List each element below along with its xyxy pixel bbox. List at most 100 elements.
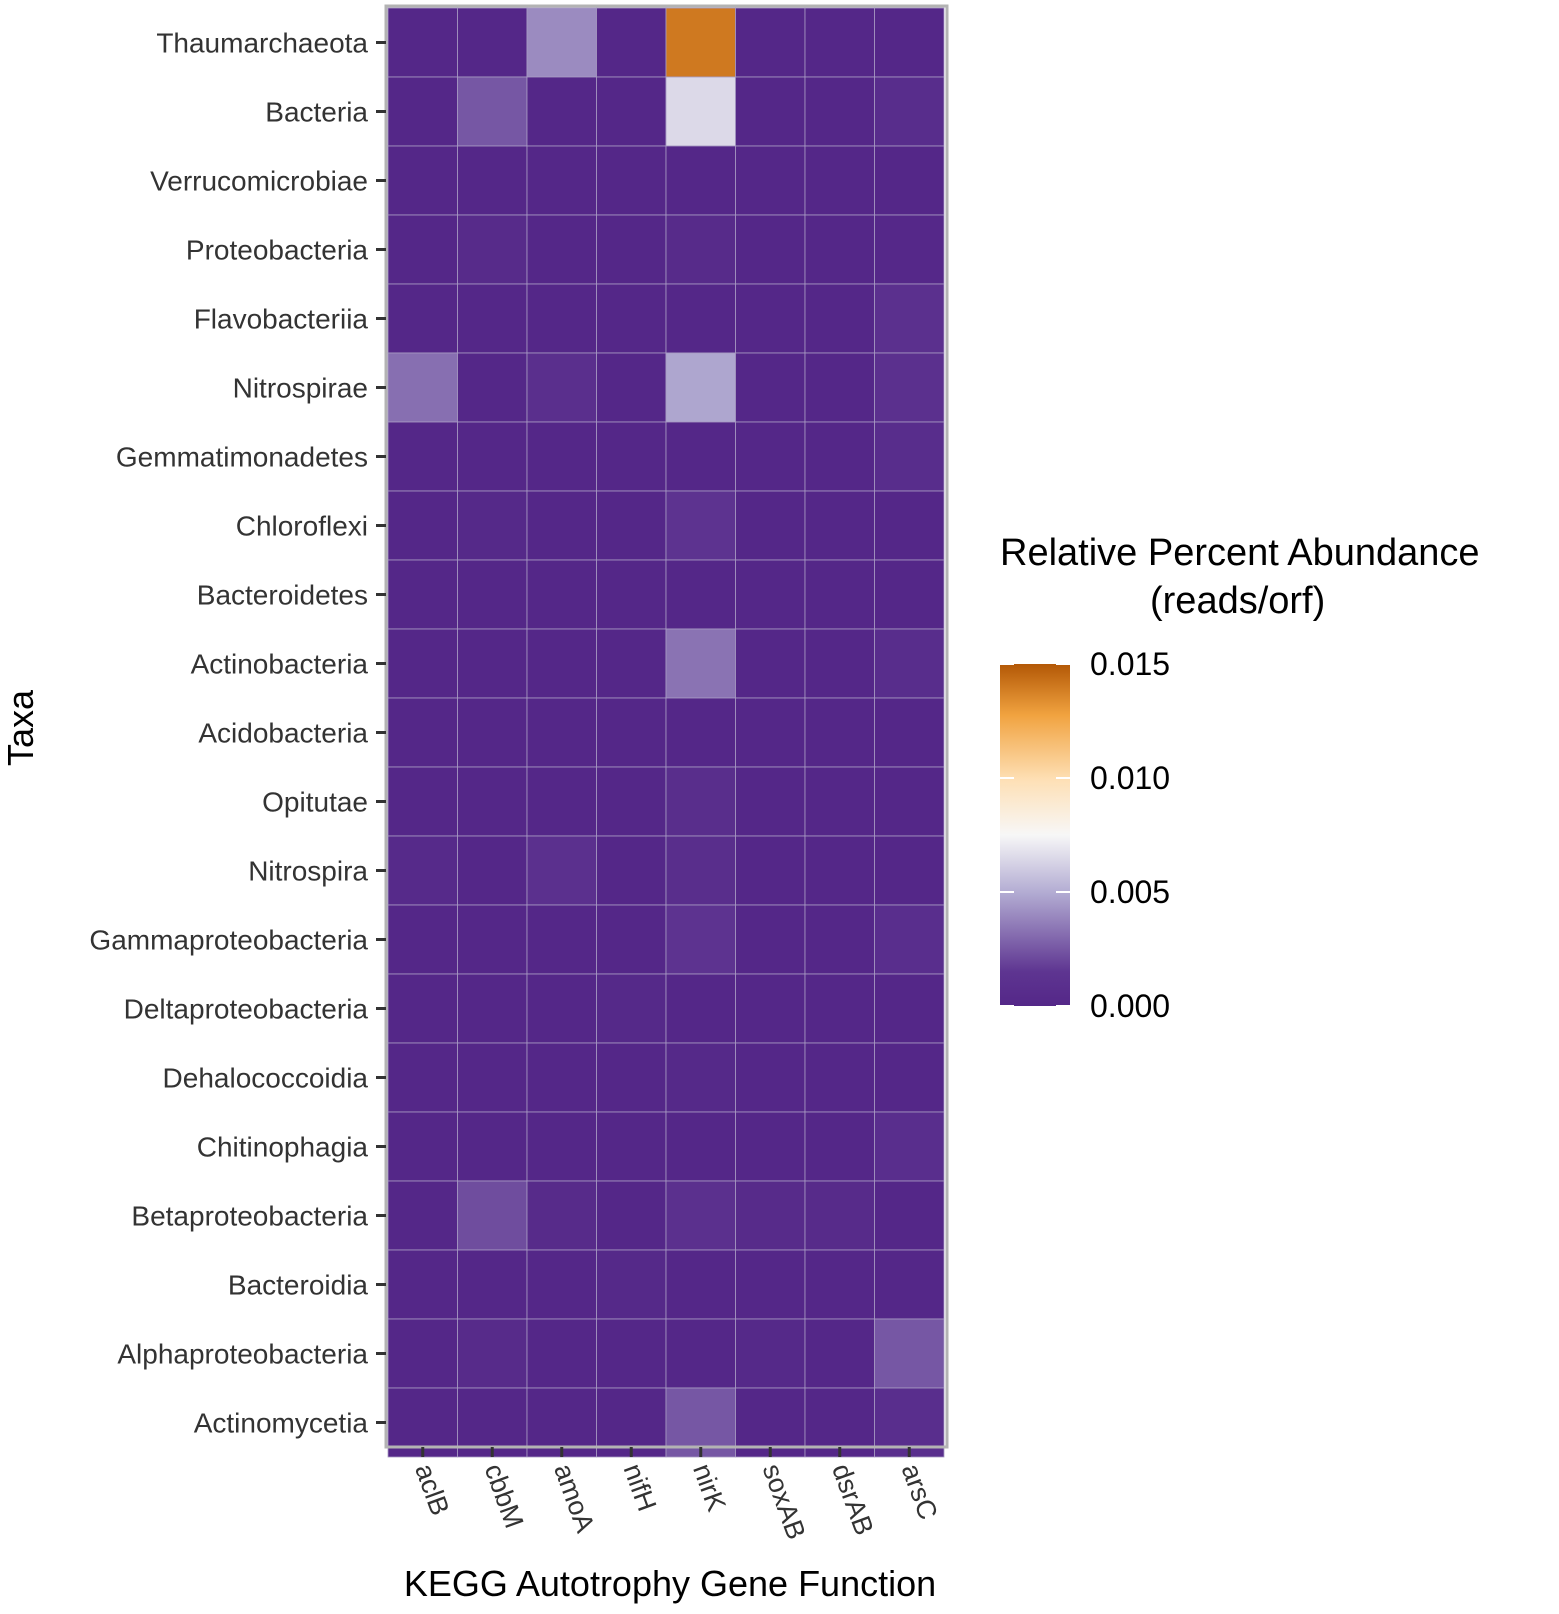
heatmap-cell: [735, 1318, 806, 1389]
heatmap-cell: [457, 352, 528, 423]
heatmap-cell: [387, 421, 458, 492]
heatmap-cell: [387, 1111, 458, 1182]
heatmap-cell: [874, 421, 945, 492]
heatmap-cell: [665, 904, 736, 975]
heatmap-cell: [735, 7, 806, 78]
heatmap-cell: [596, 1249, 667, 1320]
y-tick-label: Gammaproteobacteria: [89, 925, 368, 956]
heatmap-cell: [665, 1042, 736, 1113]
y-tick-label: Acidobacteria: [198, 718, 368, 749]
legend-title-line2: (reads/orf): [1150, 580, 1325, 622]
heatmap-cell: [874, 904, 945, 975]
heatmap-cell: [874, 559, 945, 630]
heatmap-cells: [387, 7, 945, 1458]
panel-border: [384, 4, 949, 1449]
heatmap-cell: [387, 145, 458, 216]
heatmap-cell: [526, 835, 597, 906]
heatmap-cell: [804, 904, 875, 975]
y-tick-label: Thaumarchaeota: [156, 28, 368, 59]
heatmap-cell: [735, 1111, 806, 1182]
heatmap-cell: [387, 7, 458, 78]
x-axis: aclB cbbM amoA nifH nirK soxAB dsrAB arsC: [409, 1447, 943, 1543]
heatmap-cell: [596, 490, 667, 561]
x-tick-label: arsC: [896, 1460, 944, 1524]
y-tick-label: Nitrospirae: [233, 373, 368, 404]
heatmap-cell: [457, 7, 528, 78]
heatmap-cell: [804, 76, 875, 147]
heatmap-cell: [526, 904, 597, 975]
heatmap-cell: [804, 7, 875, 78]
heatmap-cell: [596, 421, 667, 492]
heatmap-cell: [596, 1042, 667, 1113]
heatmap-cell: [457, 76, 528, 147]
heatmap-cell: [874, 352, 945, 423]
heatmap-cell: [526, 1111, 597, 1182]
heatmap-cell: [457, 145, 528, 216]
heatmap-cell: [526, 214, 597, 285]
heatmap-cell: [526, 973, 597, 1044]
heatmap-cell: [596, 766, 667, 837]
heatmap-cell: [874, 835, 945, 906]
heatmap-cell: [387, 1249, 458, 1320]
heatmap-cell: [457, 214, 528, 285]
heatmap-cell: [665, 766, 736, 837]
heatmap-cell: [457, 490, 528, 561]
heatmap-cell: [735, 766, 806, 837]
heatmap-cell: [804, 352, 875, 423]
heatmap-cell: [665, 490, 736, 561]
y-tick-label: Bacteria: [265, 97, 368, 128]
heatmap-cell: [596, 1180, 667, 1251]
heatmap-cell: [526, 283, 597, 354]
y-tick-label: Bacteroidetes: [197, 580, 368, 611]
heatmap-cell: [804, 283, 875, 354]
heatmap-cell: [596, 697, 667, 768]
heatmap-cell: [804, 1111, 875, 1182]
heatmap-cell: [804, 766, 875, 837]
heatmap-cell: [526, 490, 597, 561]
heatmap-cell: [596, 1318, 667, 1389]
heatmap-cell: [874, 145, 945, 216]
heatmap-cell: [596, 7, 667, 78]
x-tick-label: dsrAB: [826, 1460, 879, 1539]
heatmap-cell: [735, 352, 806, 423]
heatmap-cell: [665, 1111, 736, 1182]
heatmap-cell: [735, 973, 806, 1044]
heatmap-cell: [804, 628, 875, 699]
heatmap-cell: [735, 628, 806, 699]
heatmap-cell: [665, 76, 736, 147]
heatmap-cell: [735, 904, 806, 975]
heatmap-cell: [526, 1249, 597, 1320]
heatmap-cell: [804, 145, 875, 216]
heatmap-cell: [665, 1249, 736, 1320]
heatmap-cell: [804, 1042, 875, 1113]
heatmap-cell: [457, 1111, 528, 1182]
heatmap-cell: [387, 628, 458, 699]
heatmap-cell: [457, 904, 528, 975]
heatmap-cell: [596, 145, 667, 216]
heatmap-cell: [387, 214, 458, 285]
y-tick-label: Actinomycetia: [194, 1408, 369, 1439]
heatmap-cell: [457, 421, 528, 492]
heatmap-cell: [526, 559, 597, 630]
heatmap-cell: [804, 835, 875, 906]
y-tick-label: Dehalococcoidia: [163, 1063, 369, 1094]
heatmap-cell: [804, 490, 875, 561]
heatmap-cell: [874, 697, 945, 768]
heatmap-cell: [665, 1318, 736, 1389]
heatmap-cell: [596, 76, 667, 147]
heatmap-cell: [596, 628, 667, 699]
heatmap-cell: [874, 214, 945, 285]
heatmap-cell: [596, 214, 667, 285]
heatmap-cell: [457, 559, 528, 630]
heatmap-cell: [387, 973, 458, 1044]
colorbar-tick-label: 0.015: [1090, 646, 1170, 682]
heatmap-cell: [804, 1318, 875, 1389]
heatmap-cell: [596, 1111, 667, 1182]
heatmap-cell: [526, 7, 597, 78]
y-tick-label: Bacteroidia: [228, 1270, 369, 1301]
heatmap-cell: [387, 559, 458, 630]
heatmap-cell: [804, 421, 875, 492]
heatmap-cell: [526, 145, 597, 216]
x-tick-label: cbbM: [479, 1460, 530, 1532]
